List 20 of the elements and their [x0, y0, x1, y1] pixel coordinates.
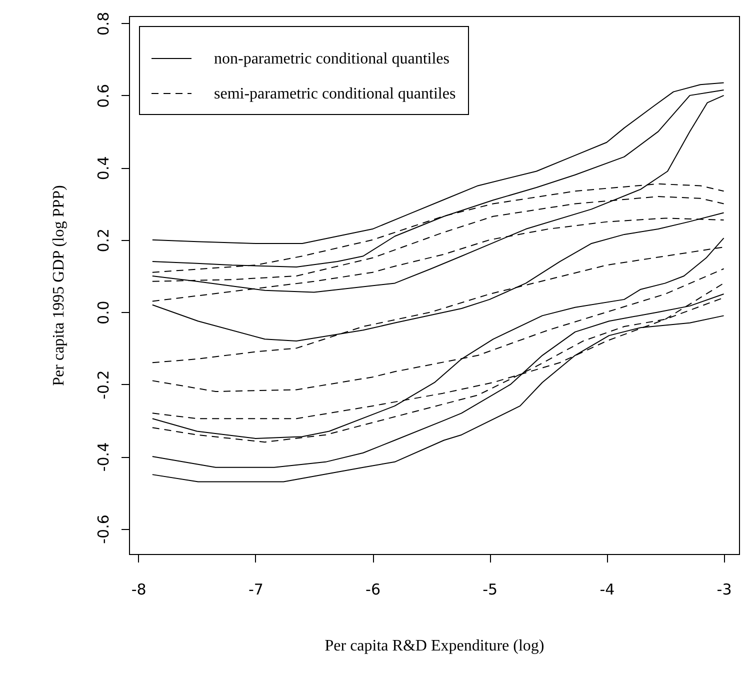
y-tick-label: 0.0	[94, 300, 112, 325]
x-axis-title: Per capita R&D Expenditure (log)	[324, 638, 544, 654]
legend-label: semi-parametric conditional quantiles	[214, 86, 456, 102]
y-axis-title: Per capita 1995 GDP (log PPP)	[50, 185, 68, 386]
y-tick-label: -0.6	[94, 514, 112, 544]
legend-label: non-parametric conditional quantiles	[214, 50, 450, 68]
line-series	[152, 238, 724, 439]
x-tick-label: -5	[482, 580, 498, 598]
y-tick-label: -0.4	[94, 442, 112, 472]
x-tick-label: -3	[716, 580, 732, 598]
line-series	[152, 82, 724, 244]
x-tick-label: -6	[366, 580, 381, 598]
y-tick-label: 0.4	[94, 156, 112, 180]
y-tick-label: 0.6	[94, 84, 112, 108]
x-tick-label: -8	[131, 580, 146, 598]
y-tick-label: 0.8	[94, 12, 112, 36]
x-tick-label: -4	[600, 580, 615, 598]
x-tick-label: -7	[248, 580, 264, 598]
y-tick-label: 0.2	[94, 228, 112, 252]
y-tick-label: -0.2	[94, 370, 112, 400]
